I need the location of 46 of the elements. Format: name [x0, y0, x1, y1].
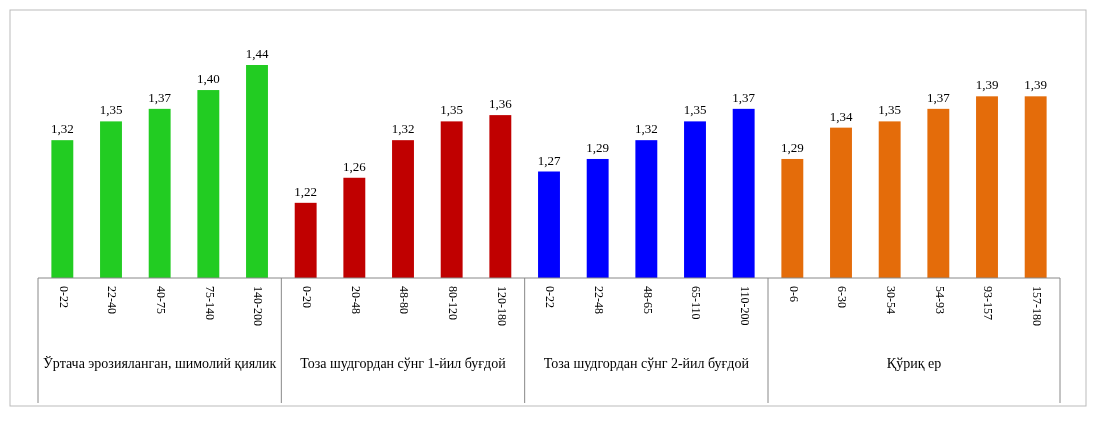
x-tick-label: 157-180 — [1029, 286, 1044, 326]
text: Тоза шудгордан сўнг 1-йил буғдой — [299, 356, 507, 372]
data-label: 1,40 — [196, 71, 220, 87]
x-tick-label: 110-200 — [737, 286, 752, 326]
data-label: 1,39 — [975, 77, 999, 93]
x-tick-label: 48-80 — [397, 286, 412, 314]
data-label: 1,34 — [829, 108, 853, 124]
x-tick-label: 48-65 — [640, 286, 655, 314]
data-label: 1,37 — [926, 89, 951, 105]
text: Тоза шудгордан сўнг 2-йил буғдой — [542, 356, 750, 372]
x-tick-label: 0-22 — [56, 286, 71, 308]
x-tick-label: 0-22 — [543, 286, 558, 308]
x-tick-label: 22-48 — [591, 286, 606, 314]
data-label: 1,29 — [780, 139, 804, 155]
x-tick-label: 80-120 — [445, 286, 460, 320]
data-label: 1,39 — [1024, 77, 1048, 93]
x-tick-label: 20-48 — [348, 286, 363, 314]
x-tick-label: 93-157 — [981, 286, 996, 320]
data-label: 1,32 — [50, 121, 74, 137]
x-tick-label: 30-54 — [883, 286, 898, 314]
data-label: 1,35 — [683, 102, 707, 118]
x-tick-label: 0-6 — [786, 286, 801, 302]
x-tick-label: 54-93 — [932, 286, 947, 314]
data-label: 1,22 — [294, 183, 318, 199]
data-label: 1,44 — [245, 46, 269, 61]
x-tick-label: 140-200 — [251, 286, 266, 326]
x-tick-label: 65-110 — [689, 286, 704, 320]
data-label: 1,27 — [537, 152, 561, 168]
text: Ўртача эрозияланган, шимолий қиялик — [41, 356, 278, 372]
x-tick-label: 6-30 — [835, 286, 850, 308]
data-label: 1,35 — [99, 102, 123, 118]
data-label: 1,35 — [440, 102, 464, 118]
data-label: 1,37 — [148, 89, 172, 105]
text: Қўриқ ер — [885, 356, 943, 372]
data-label: 1,32 — [634, 121, 658, 137]
x-tick-label: 0-20 — [299, 286, 314, 308]
data-label: 1,26 — [342, 158, 367, 174]
x-tick-label: 22-40 — [105, 286, 120, 314]
data-label: 1,35 — [878, 102, 902, 118]
data-label: 1,37 — [732, 89, 756, 105]
data-label: 1,32 — [391, 121, 415, 137]
x-tick-label: 120-180 — [494, 286, 509, 326]
x-tick-label: 75-140 — [202, 286, 217, 320]
data-label: 1,29 — [586, 139, 610, 155]
x-tick-label: 40-75 — [153, 286, 168, 314]
data-label: 1,36 — [488, 96, 513, 112]
